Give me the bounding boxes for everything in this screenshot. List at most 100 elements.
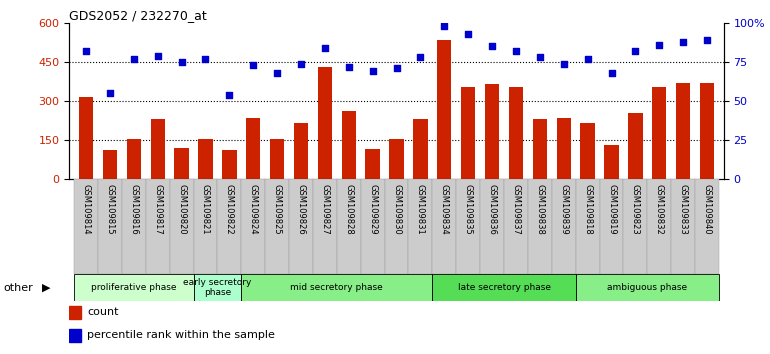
Bar: [69, 306, 81, 319]
Text: GSM109830: GSM109830: [392, 184, 401, 234]
Text: other: other: [4, 282, 34, 293]
Bar: [318, 67, 332, 179]
Bar: [485, 84, 499, 179]
Text: ▶: ▶: [42, 282, 51, 293]
Text: GSM109829: GSM109829: [368, 184, 377, 234]
Bar: [246, 118, 260, 179]
Bar: [126, 138, 141, 179]
Point: [80, 48, 92, 54]
Text: late secretory phase: late secretory phase: [457, 283, 551, 292]
Point: [534, 55, 546, 60]
Bar: [390, 138, 403, 179]
Point: [390, 65, 403, 71]
Point: [104, 90, 116, 96]
Bar: [533, 119, 547, 179]
Bar: [336, 179, 360, 274]
Bar: [169, 179, 193, 274]
Bar: [384, 179, 409, 274]
Bar: [241, 274, 433, 301]
Bar: [241, 179, 265, 274]
Point: [581, 56, 594, 62]
Point: [462, 31, 474, 37]
Bar: [193, 179, 217, 274]
Point: [223, 92, 236, 97]
Bar: [122, 179, 146, 274]
Text: count: count: [87, 307, 119, 318]
Text: GSM109840: GSM109840: [702, 184, 711, 234]
Text: GSM109817: GSM109817: [153, 184, 162, 234]
Point: [295, 61, 307, 66]
Point: [510, 48, 522, 54]
Point: [414, 55, 427, 60]
Text: GSM109836: GSM109836: [487, 184, 497, 234]
Text: GSM109823: GSM109823: [631, 184, 640, 234]
Point: [486, 44, 498, 49]
Point: [438, 23, 450, 29]
Text: GSM109837: GSM109837: [511, 184, 521, 234]
Text: GSM109834: GSM109834: [440, 184, 449, 234]
Bar: [174, 148, 189, 179]
Bar: [648, 179, 671, 274]
Point: [677, 39, 689, 45]
Bar: [265, 179, 289, 274]
Text: early secretory
phase: early secretory phase: [183, 278, 252, 297]
Bar: [409, 179, 433, 274]
Bar: [366, 149, 380, 179]
Text: GSM109814: GSM109814: [82, 184, 91, 234]
Bar: [150, 119, 165, 179]
Bar: [528, 179, 552, 274]
Text: percentile rank within the sample: percentile rank within the sample: [87, 330, 275, 341]
Point: [128, 56, 140, 62]
Point: [605, 70, 618, 76]
Bar: [624, 179, 648, 274]
Bar: [695, 179, 719, 274]
Text: GSM109824: GSM109824: [249, 184, 258, 234]
Text: GSM109821: GSM109821: [201, 184, 210, 234]
Bar: [102, 150, 117, 179]
Bar: [360, 179, 384, 274]
Text: GSM109820: GSM109820: [177, 184, 186, 234]
Bar: [433, 274, 576, 301]
Text: GSM109835: GSM109835: [464, 184, 473, 234]
Bar: [557, 118, 571, 179]
Bar: [79, 97, 93, 179]
Text: GSM109827: GSM109827: [320, 184, 330, 234]
Bar: [223, 150, 236, 179]
Text: proliferative phase: proliferative phase: [91, 283, 176, 292]
Point: [367, 68, 379, 74]
Bar: [313, 179, 336, 274]
Text: GSM109839: GSM109839: [559, 184, 568, 234]
Text: GSM109818: GSM109818: [583, 184, 592, 234]
Bar: [461, 87, 475, 179]
Point: [247, 62, 259, 68]
Point: [152, 53, 164, 58]
Bar: [146, 179, 169, 274]
Bar: [480, 179, 504, 274]
Bar: [552, 179, 576, 274]
Bar: [193, 274, 241, 301]
Text: GSM109838: GSM109838: [535, 184, 544, 234]
Bar: [433, 179, 457, 274]
Text: GSM109816: GSM109816: [129, 184, 139, 234]
Bar: [199, 138, 213, 179]
Text: GDS2052 / 232270_at: GDS2052 / 232270_at: [69, 9, 207, 22]
Text: mid secretory phase: mid secretory phase: [290, 283, 383, 292]
Bar: [671, 179, 695, 274]
Bar: [294, 123, 308, 179]
Bar: [413, 119, 427, 179]
Point: [557, 61, 570, 66]
Bar: [600, 179, 624, 274]
Point: [629, 48, 641, 54]
Point: [319, 45, 331, 51]
Point: [701, 37, 713, 43]
Bar: [457, 179, 480, 274]
Bar: [628, 113, 643, 179]
Bar: [576, 179, 600, 274]
Text: GSM109832: GSM109832: [654, 184, 664, 234]
Point: [343, 64, 355, 69]
Bar: [676, 83, 691, 179]
Text: GSM109825: GSM109825: [273, 184, 282, 234]
Text: GSM109831: GSM109831: [416, 184, 425, 234]
Bar: [98, 179, 122, 274]
Bar: [576, 274, 719, 301]
